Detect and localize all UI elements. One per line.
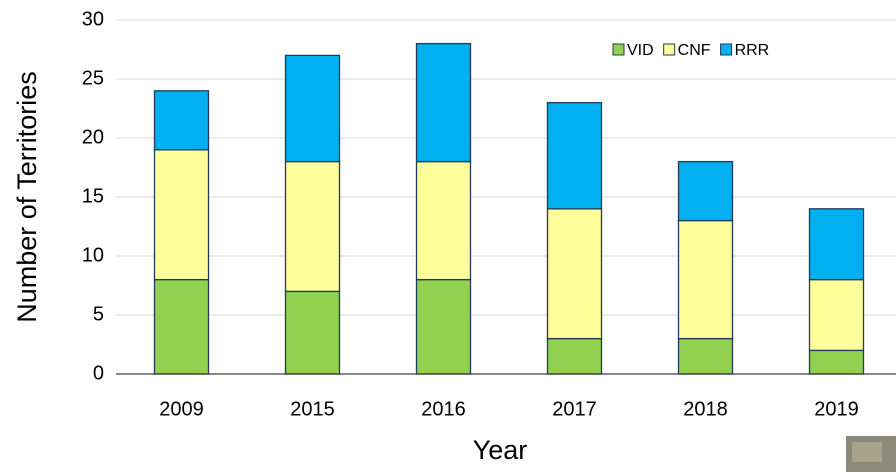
bar-segment [677,337,734,375]
legend-swatch [720,43,733,56]
bar-segment [546,337,603,375]
bar-segment [153,149,210,281]
bar-segment [415,42,472,163]
x-axis-title: Year [473,435,528,465]
x-tick-label: 2016 [421,398,466,420]
legend-swatch [612,43,625,56]
y-tick-label: 30 [82,8,104,30]
bar-segment [546,208,603,340]
legend-label: RRR [735,42,770,59]
legend-label: VID [627,42,654,59]
y-tick-label: 5 [93,303,104,325]
bar-segment [677,219,734,340]
bar-segment [546,101,603,210]
x-tick-label: 2015 [290,398,335,420]
legend-label: CNF [678,42,711,59]
x-tick-label: 2017 [552,398,597,420]
bar-segment [808,349,865,375]
y-tick-label: 15 [82,185,104,207]
bar-segment [153,90,210,151]
x-tick-label: 2018 [683,398,728,420]
bar-segment [153,278,210,375]
bar-segment [808,208,865,281]
bar-segment [415,278,472,375]
bar-segment [677,160,734,222]
bar-segment [284,54,341,163]
bar-segment [808,278,865,352]
y-tick-label: 25 [82,67,104,89]
y-tick-label: 10 [82,244,104,266]
legend-swatch [663,43,676,56]
photo-thumbnail [846,436,896,472]
x-tick-label: 2019 [814,398,859,420]
y-axis-title: Number of Territories [12,71,42,323]
x-tick-label: 2009 [159,398,204,420]
bar-segment [284,160,341,293]
y-tick-label: 0 [93,362,104,384]
bar-segment [415,160,472,281]
y-tick-label: 20 [82,126,104,148]
bar-segment [284,290,341,375]
